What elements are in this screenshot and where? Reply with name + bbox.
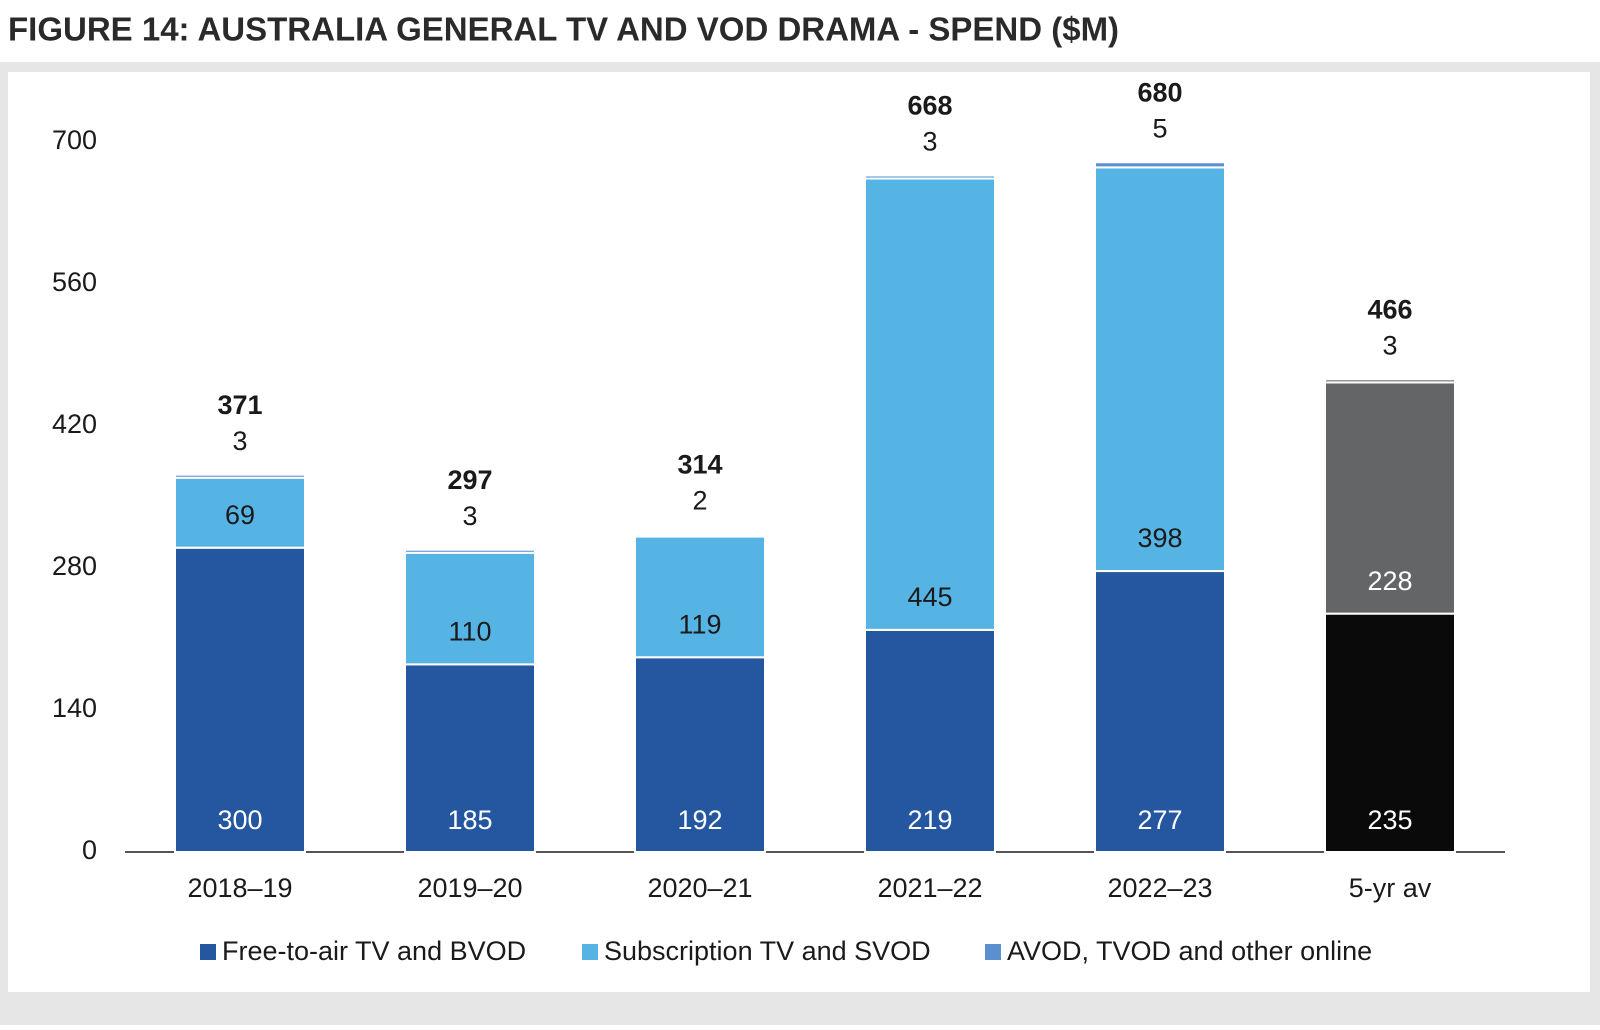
value-label: 192 <box>677 805 722 835</box>
total-label: 371 <box>217 390 262 420</box>
y-tick-label: 560 <box>52 267 97 297</box>
total-label: 297 <box>447 465 492 495</box>
value-label: 2 <box>692 486 707 516</box>
bar-segment <box>1324 378 1456 384</box>
bar-segment <box>1094 166 1226 573</box>
x-tick-label: 2022–23 <box>1107 873 1212 903</box>
value-label: 3 <box>1382 330 1397 360</box>
value-label: 398 <box>1137 523 1182 553</box>
value-label: 110 <box>448 616 491 646</box>
bar-segment <box>864 177 996 631</box>
legend-label: Free-to-air TV and BVOD <box>222 936 526 966</box>
value-label: 235 <box>1367 805 1412 835</box>
legend-swatch <box>582 944 598 960</box>
y-tick-label: 280 <box>52 551 97 581</box>
x-tick-label: 2020–21 <box>647 873 752 903</box>
title-band <box>0 0 1600 62</box>
total-label: 314 <box>677 450 722 480</box>
value-label: 300 <box>217 805 262 835</box>
bar-segment <box>1094 161 1226 169</box>
legend-label: AVOD, TVOD and other online <box>1007 936 1372 966</box>
value-label: 228 <box>1367 566 1412 596</box>
bar-segment <box>174 473 306 479</box>
bar-segment <box>1094 570 1226 853</box>
bar-segment <box>634 533 766 538</box>
bar-segment <box>864 174 996 180</box>
value-label: 219 <box>907 805 952 835</box>
y-tick-label: 0 <box>82 835 97 865</box>
value-label: 185 <box>447 805 492 835</box>
bar-segment <box>864 628 996 853</box>
x-tick-label: 5-yr av <box>1349 873 1432 903</box>
chart-title: FIGURE 14: AUSTRALIA GENERAL TV AND VOD … <box>8 11 1119 48</box>
y-tick-label: 140 <box>52 693 97 723</box>
bar-segment <box>634 656 766 853</box>
y-tick-label: 700 <box>52 125 97 155</box>
bar-segment <box>634 535 766 659</box>
value-label: 277 <box>1137 805 1182 835</box>
x-tick-label: 2018–19 <box>187 873 292 903</box>
total-label: 466 <box>1367 294 1412 324</box>
legend-swatch <box>985 944 1001 960</box>
bar-segment <box>174 476 306 549</box>
bar-segment <box>1324 612 1456 854</box>
total-label: 668 <box>907 91 952 121</box>
bar-segment <box>404 663 536 853</box>
legend-label: Subscription TV and SVOD <box>604 936 931 966</box>
value-label: 3 <box>232 426 247 456</box>
legend-swatch <box>200 944 216 960</box>
bar-segment <box>404 548 536 554</box>
value-label: 69 <box>225 500 255 530</box>
value-label: 3 <box>462 501 477 531</box>
value-label: 3 <box>922 127 937 157</box>
value-label: 5 <box>1152 113 1167 143</box>
x-tick-label: 2019–20 <box>417 873 522 903</box>
y-tick-label: 420 <box>52 409 97 439</box>
bar-segment <box>404 551 536 666</box>
x-tick-label: 2021–22 <box>877 873 982 903</box>
value-label: 119 <box>678 609 721 639</box>
bar-segment <box>1324 381 1456 615</box>
value-label: 445 <box>907 582 952 612</box>
total-label: 680 <box>1137 77 1182 107</box>
